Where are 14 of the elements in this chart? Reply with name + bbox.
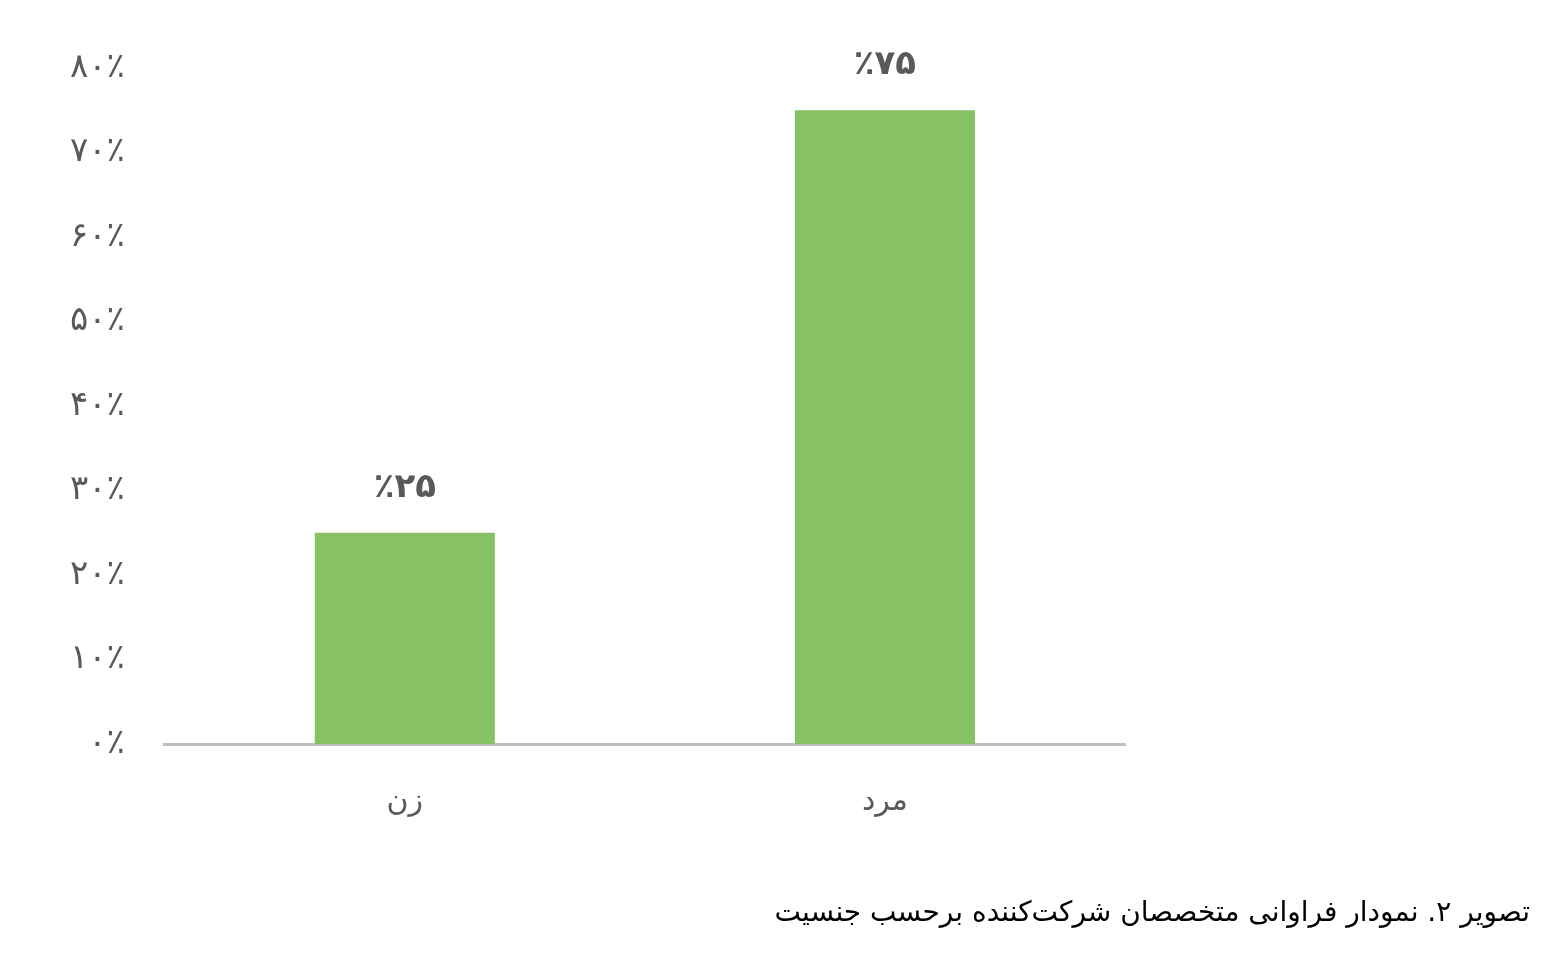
y-tick-label: ۴۰٪ [69,382,125,423]
data-label: ٪۲۵ [373,464,436,505]
y-tick-label: ۸۰٪ [69,44,125,85]
x-tick-label: مرد [861,781,908,817]
y-tick-label: ۱۰٪ [69,636,125,677]
y-tick-label: ۵۰٪ [69,298,125,339]
x-tick-label: زن [386,781,424,817]
text: تصویر ۲. نمودار فراوانی متخصصان شرکت‌کننده برحسب جنسیت [773,895,1530,928]
y-tick-label: ۳۰٪ [69,467,125,508]
y-tick-label: ۶۰٪ [69,213,125,254]
y-tick-label: ۰٪ [88,720,125,761]
data-label: ٪۷۵ [853,42,917,83]
y-tick-label: ۷۰٪ [69,129,125,170]
y-tick-label: ۲۰٪ [69,551,125,592]
